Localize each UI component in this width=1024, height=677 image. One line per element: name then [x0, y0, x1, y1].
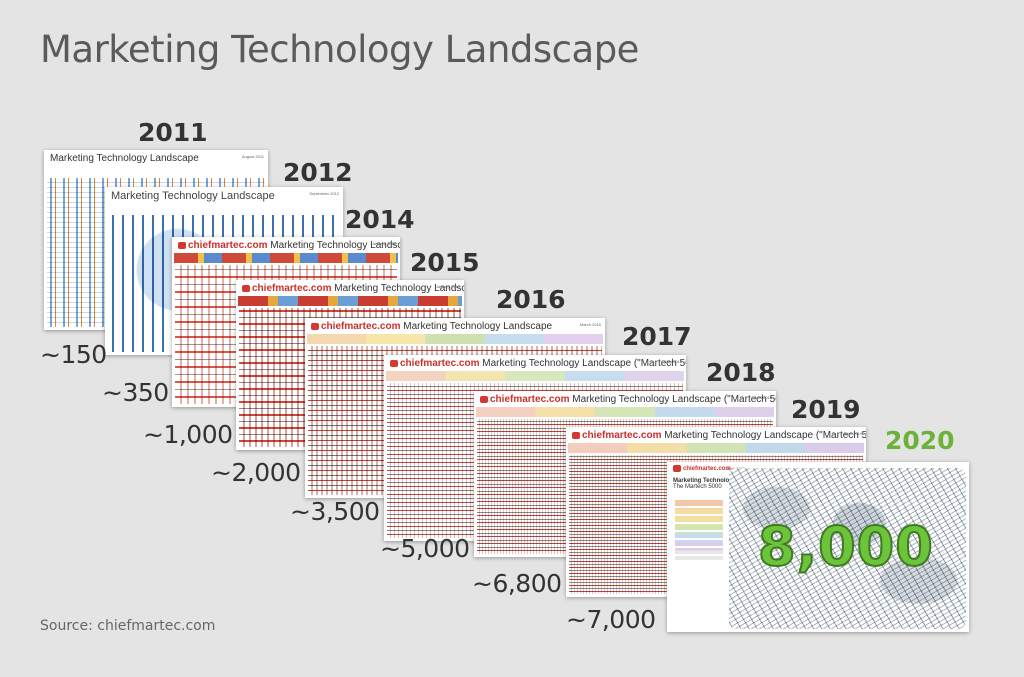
year-label-2019: 2019 — [791, 395, 861, 424]
count-label-2019: ~7,000 — [566, 605, 656, 634]
card-header: chiefmartec.com Marketing Technology Lan… — [572, 430, 866, 441]
chiefmartec-logo-icon — [390, 359, 398, 367]
card-logo-grid — [729, 468, 966, 629]
category-bar — [386, 371, 684, 381]
category-bar — [174, 253, 398, 263]
landscape-card-2020: chiefmartec.com April 2020 Marketing Tec… — [667, 462, 969, 632]
year-label-2011: 2011 — [138, 118, 208, 147]
page-title: Marketing Technology Landscape — [40, 28, 639, 71]
year-label-2017: 2017 — [622, 322, 692, 351]
card-header: chiefmartec.com Marketing Technology Lan… — [480, 394, 776, 405]
card-header: Marketing Technology Landscape — [50, 153, 199, 164]
year-label-2016: 2016 — [496, 285, 566, 314]
year-label-2020: 2020 — [885, 426, 955, 455]
count-label-2015: ~2,000 — [211, 458, 301, 487]
chiefmartec-logo-icon — [480, 395, 488, 403]
card-date: January 2015 — [435, 284, 460, 289]
count-label-2016: ~3,500 — [290, 497, 380, 526]
count-label-2018: ~6,800 — [472, 569, 562, 598]
card-header: chiefmartec.com Marketing Technology Lan… — [242, 283, 464, 294]
year-label-2018: 2018 — [706, 358, 776, 387]
category-bar — [568, 443, 864, 453]
count-label-2012: ~350 — [102, 378, 169, 407]
category-bar — [307, 334, 603, 344]
card-date: April 2019 — [843, 431, 862, 436]
card-header: Marketing Technology Landscape — [111, 190, 275, 202]
card-date: August 2011 — [241, 154, 264, 159]
source-credit: Source: chiefmartec.com — [40, 618, 216, 634]
card-header: chiefmartec.com Marketing Technology Lan… — [311, 321, 552, 332]
chiefmartec-logo-icon — [673, 465, 681, 472]
chiefmartec-logo-icon — [178, 241, 186, 249]
card-date: January 2014 — [371, 241, 396, 246]
card-date: May 2017 — [664, 359, 682, 364]
card-date: March 2016 — [579, 322, 601, 327]
card-header: Marketing Technology Landscape — [673, 478, 770, 484]
highlight-count: 8,000 — [757, 514, 934, 579]
year-label-2014: 2014 — [345, 205, 415, 234]
count-label-2011: ~150 — [40, 340, 107, 369]
count-label-2017: ~5,000 — [380, 534, 470, 563]
card-header: chiefmartec.com Marketing Technology Lan… — [178, 240, 400, 251]
card-subheader: The Martech 5000 — [673, 484, 722, 490]
year-label-2012: 2012 — [283, 158, 353, 187]
chiefmartec-logo-icon — [242, 284, 250, 292]
card-header: chiefmartec.com Marketing Technology Lan… — [390, 358, 686, 369]
chiefmartec-logo-icon — [572, 431, 580, 439]
count-label-2014: ~1,000 — [143, 420, 233, 449]
category-bar — [476, 407, 774, 417]
category-bar — [238, 296, 462, 306]
card-title: Marketing Technology Landscape The Marte… — [673, 478, 769, 490]
card-date: September 2012 — [309, 191, 339, 196]
chiefmartec-logo-icon — [311, 322, 319, 330]
year-label-2015: 2015 — [410, 248, 480, 277]
card-header: chiefmartec.com — [673, 465, 731, 472]
card-date: April 2018 — [753, 395, 772, 400]
category-legend — [675, 500, 723, 560]
